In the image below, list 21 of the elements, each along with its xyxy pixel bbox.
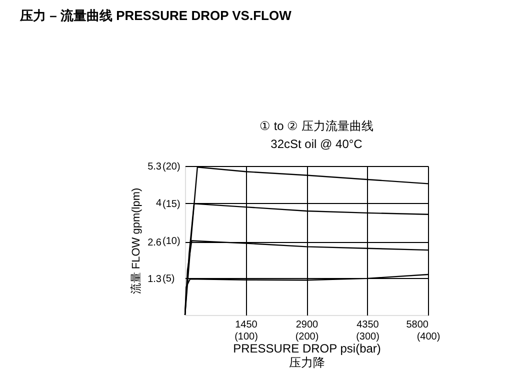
chart-title: 压力 – 流量曲线 PRESSURE DROP VS.FLOW — [19, 8, 292, 23]
x-tick-label: 5800 — [406, 320, 429, 330]
y-tick-label: 4 — [156, 198, 162, 210]
x2-tick-label: (400) — [416, 332, 440, 342]
x2-tick-label: (200) — [295, 332, 319, 342]
x2-tick-label: (300) — [356, 332, 380, 342]
x-tick-label: 1450 — [235, 320, 258, 330]
y2-tick-label: (10) — [162, 236, 180, 247]
y2-tick-label: (5) — [162, 273, 175, 284]
y-tick-label: 2.6 — [148, 237, 162, 248]
text: 32cSt oil @ 40°C — [270, 137, 363, 151]
x-tick-label: 4350 — [356, 320, 380, 330]
y2-tick-label: (20) — [162, 162, 180, 172]
y-axis-title: 流量 FLOW gpm(lpm) — [130, 188, 143, 294]
x-tick-label: 2900 — [296, 320, 319, 330]
x-axis-title: PRESSURE DROP psi(bar) 压力降 — [233, 342, 381, 370]
chart-subtitle: ① to ② 压力流量曲线 — [259, 119, 374, 133]
y2-tick-label: (15) — [162, 198, 180, 210]
y-tick-label: 1.3 — [148, 274, 162, 285]
y-tick-label: 5.3 — [148, 162, 162, 172]
x2-tick-label: (100) — [234, 332, 258, 342]
